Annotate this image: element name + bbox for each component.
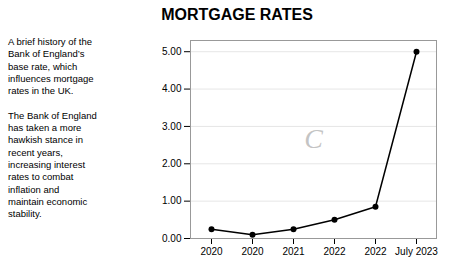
html-text:MORTGAGE RATES: MORTGAGE RATES	[161, 6, 313, 23]
svg-text:3.00: 3.00	[162, 121, 182, 132]
svg-text:2020: 2020	[241, 246, 264, 257]
svg-text:2.00: 2.00	[162, 158, 182, 169]
html-text:The Bank of England has taken: The Bank of England has taken a more haw…	[8, 109, 97, 220]
svg-text:2022: 2022	[364, 246, 387, 257]
svg-text:C: C	[304, 123, 323, 154]
svg-text:0.00: 0.00	[162, 233, 182, 244]
svg-text:2020: 2020	[200, 246, 223, 257]
svg-text:4.00: 4.00	[162, 83, 182, 94]
svg-text:July 2023: July 2023	[395, 246, 438, 257]
svg-text:2021: 2021	[282, 246, 305, 257]
html-text:A brief history of the Bank of: A brief history of the Bank of England’s…	[8, 36, 94, 97]
svg-text:5.00: 5.00	[162, 46, 182, 57]
svg-text:1.00: 1.00	[162, 195, 182, 206]
svg-text:2022: 2022	[323, 246, 346, 257]
